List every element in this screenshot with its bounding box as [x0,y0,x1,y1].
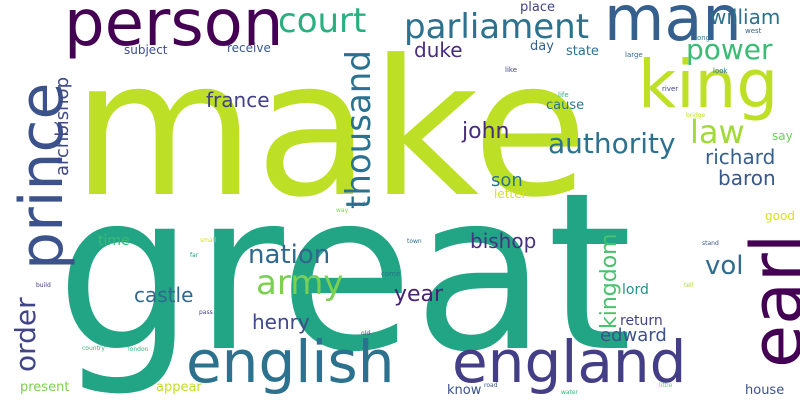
word-castle: castle [134,283,194,307]
word-water: water [561,389,579,396]
word-place: place [520,0,555,15]
word-son: son [491,170,523,191]
word-kingdom: kingdom [597,233,622,329]
word-bishop: bishop [470,229,537,253]
word-present: present [20,380,70,395]
word-pass: pass [199,309,213,316]
word-year: year [394,282,444,307]
word-england: england [452,328,687,396]
word-state: state [566,44,599,59]
word-good: good [765,209,795,223]
word-receive: receive [227,41,271,55]
word-house: house [745,383,785,398]
word-come: come [381,270,401,278]
word-army: army [256,263,344,303]
word-authority: authority [548,127,676,160]
word-long: long [695,34,711,42]
word-court: court [278,1,367,41]
word-law: law [690,113,745,151]
word-person: person [64,0,284,61]
word-great: great [56,147,633,400]
word-france: france [206,88,270,112]
word-nation: nation [248,240,331,270]
word-richard: richard [705,145,776,169]
word-river: river [662,85,679,93]
word-appear: appear [156,380,202,395]
word-edward: edward [600,325,667,346]
word-letter: letter [494,187,527,201]
word-william: william [710,5,781,29]
word-english: english [186,328,395,396]
word-far: far [190,252,199,259]
word-time: time [98,233,130,249]
word-london: london [128,346,149,353]
word-order: order [9,297,42,372]
word-john: john [462,119,510,144]
word-man: man [604,0,742,55]
word-king: king [638,46,779,123]
word-baron: baron [718,166,776,190]
word-road: road [484,382,498,389]
word-parliament: parliament [404,7,590,47]
word-know: know [447,383,482,398]
word-archbishop: archbishop [52,77,73,176]
word-lord: lord [622,282,649,298]
word-like: like [505,66,518,74]
word-henry: henry [252,310,310,334]
word-make: make [72,20,589,239]
word-old: old [361,330,371,337]
word-little: little [659,382,673,389]
word-return: return [620,313,663,329]
word-thousand: thousand [339,50,379,209]
word-cause: cause [546,98,585,113]
word-subject: subject [124,43,168,57]
word-large: large [625,51,643,59]
word-stand: stand [702,240,719,247]
word-power: power [686,33,773,66]
word-small: small [200,237,216,244]
word-life: life [558,91,569,99]
word-day: day [530,39,554,54]
word-bridge: bridge [686,112,706,119]
word-build: build [36,282,51,289]
word-country: country [82,345,105,352]
word-duke: duke [414,38,463,62]
word-town: town [407,238,422,245]
word-look: look [713,67,728,75]
word-earl: earl [736,233,800,368]
word-say: say [772,129,793,143]
word-way: way [336,207,349,214]
word-west: west [745,27,762,35]
word-vol: vol [705,251,744,281]
word-tell: tell [684,282,694,289]
word-land: land [352,201,365,208]
